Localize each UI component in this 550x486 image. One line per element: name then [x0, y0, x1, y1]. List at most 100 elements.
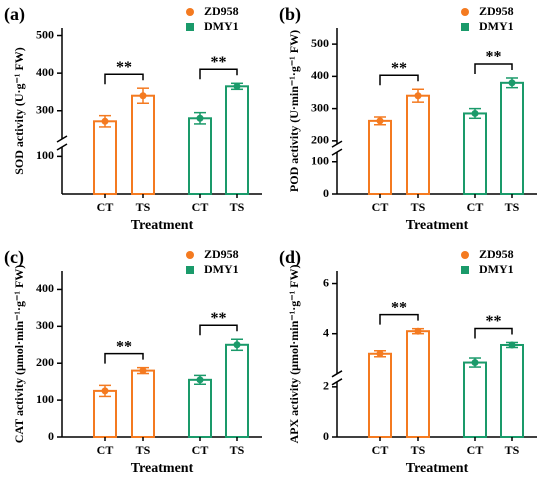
bar — [225, 85, 249, 195]
y-tick-label: 100 — [36, 392, 54, 406]
y-tick-label: 100 — [36, 148, 54, 162]
bar — [368, 119, 392, 195]
axis-break — [331, 370, 343, 378]
bar — [93, 120, 117, 195]
bar — [406, 94, 430, 195]
y-tick-label: 200 — [36, 355, 54, 369]
bar — [131, 94, 155, 195]
axis-break — [56, 143, 68, 151]
x-tick-label: TS — [136, 443, 151, 457]
x-tick-label: CT — [467, 443, 484, 457]
bar — [188, 378, 212, 439]
point — [233, 82, 241, 90]
y-tick-label: 0 — [323, 429, 329, 443]
x-tick-label: CT — [192, 200, 209, 214]
bar — [500, 81, 524, 195]
significance-bracket — [379, 74, 419, 86]
legend-marker — [186, 266, 194, 274]
significance-label: ** — [486, 49, 502, 66]
legend-label: ZD958 — [204, 4, 239, 18]
significance-bracket — [199, 68, 238, 80]
y-tick-label: 400 — [36, 281, 54, 295]
point — [196, 376, 204, 384]
point — [233, 341, 241, 349]
y-tick-label: 400 — [36, 65, 54, 79]
point — [196, 114, 204, 122]
point — [101, 387, 109, 395]
panel-label: (b) — [279, 4, 301, 25]
significance-label: ** — [211, 54, 227, 71]
bar — [406, 330, 430, 439]
panel-label: (a) — [4, 4, 25, 25]
point — [376, 350, 384, 358]
point — [101, 117, 109, 125]
panel: (a) SOD activity (U·g⁻¹ FW) Treatment 100 30… — [4, 4, 262, 233]
x-tick-label: CT — [97, 443, 114, 457]
significance-label: ** — [486, 313, 502, 330]
bar — [225, 343, 249, 438]
y-tick-label: 6 — [323, 275, 329, 289]
y-tick-label: 0 — [323, 186, 329, 200]
x-axis-label: Treatment — [131, 461, 194, 476]
legend-marker — [186, 251, 194, 259]
point — [414, 92, 422, 100]
axis-break — [331, 148, 343, 156]
x-tick-label: TS — [411, 443, 426, 457]
point — [139, 92, 147, 100]
point — [414, 327, 422, 335]
point — [139, 367, 147, 375]
x-tick-label: CT — [192, 443, 209, 457]
x-tick-label: CT — [97, 200, 114, 214]
legend-label: DMY1 — [479, 19, 514, 33]
significance-bracket — [474, 63, 513, 74]
axis-break — [331, 140, 343, 148]
legend-label: DMY1 — [204, 19, 239, 33]
significance-bracket — [104, 73, 144, 85]
significance-label: ** — [391, 60, 407, 77]
point — [471, 359, 479, 367]
legend-marker — [186, 8, 194, 16]
y-tick-label: 0 — [48, 429, 54, 443]
x-tick-label: TS — [411, 200, 426, 214]
x-tick-label: TS — [230, 443, 245, 457]
significance-bracket — [199, 324, 238, 336]
y-axis-label: POD activity (U·min⁻¹·g⁻¹ FW) — [287, 30, 301, 192]
y-tick-label: 4 — [323, 325, 329, 339]
point — [508, 79, 516, 87]
panel: (b) POD activity (U·min⁻¹·g⁻¹ FW) Treatmen… — [279, 4, 537, 233]
legend-marker — [461, 266, 469, 274]
significance-bracket — [379, 313, 419, 325]
y-axis-label: SOD activity (U·g⁻¹ FW) — [12, 47, 26, 175]
bar — [463, 361, 487, 438]
x-tick-label: CT — [372, 200, 389, 214]
axis-break — [56, 135, 68, 143]
legend-marker — [461, 251, 469, 259]
y-tick-label: 300 — [36, 103, 54, 117]
y-tick-label: 2 — [323, 379, 329, 393]
legend-label: DMY1 — [204, 262, 239, 276]
legend-marker — [186, 23, 194, 31]
bar — [463, 112, 487, 195]
point — [471, 109, 479, 117]
x-tick-label: TS — [136, 200, 151, 214]
x-tick-label: TS — [230, 200, 245, 214]
y-axis-label: CAT activity (μmol·min⁻¹·g⁻¹ FW) — [12, 265, 26, 444]
y-tick-label: 400 — [311, 68, 329, 82]
bar — [368, 352, 392, 438]
significance-bracket — [104, 352, 144, 364]
legend-marker — [461, 23, 469, 31]
panel: (c)CAT activity (μmol·min⁻¹·g⁻¹ FW) Treat… — [4, 247, 262, 476]
y-tick-label: 100 — [311, 154, 329, 168]
y-tick-label: 300 — [36, 318, 54, 332]
significance-label: ** — [116, 59, 132, 76]
bar — [131, 369, 155, 439]
legend-label: DMY1 — [479, 262, 514, 276]
legend-label: ZD958 — [479, 4, 514, 18]
significance-label: ** — [116, 338, 132, 355]
axis-break — [331, 378, 343, 386]
x-axis-label: Treatment — [406, 218, 469, 233]
legend-label: ZD958 — [479, 247, 514, 261]
y-tick-label: 200 — [311, 133, 329, 147]
panel-label: (c) — [4, 247, 24, 268]
